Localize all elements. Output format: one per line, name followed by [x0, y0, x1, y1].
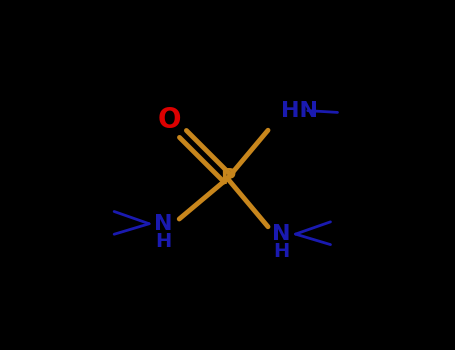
Text: N: N [272, 224, 291, 244]
Text: O: O [157, 106, 181, 134]
Text: HN: HN [282, 101, 318, 121]
Text: P: P [220, 168, 235, 189]
Text: N: N [154, 214, 172, 234]
Text: H: H [155, 232, 171, 251]
Text: H: H [273, 242, 290, 261]
